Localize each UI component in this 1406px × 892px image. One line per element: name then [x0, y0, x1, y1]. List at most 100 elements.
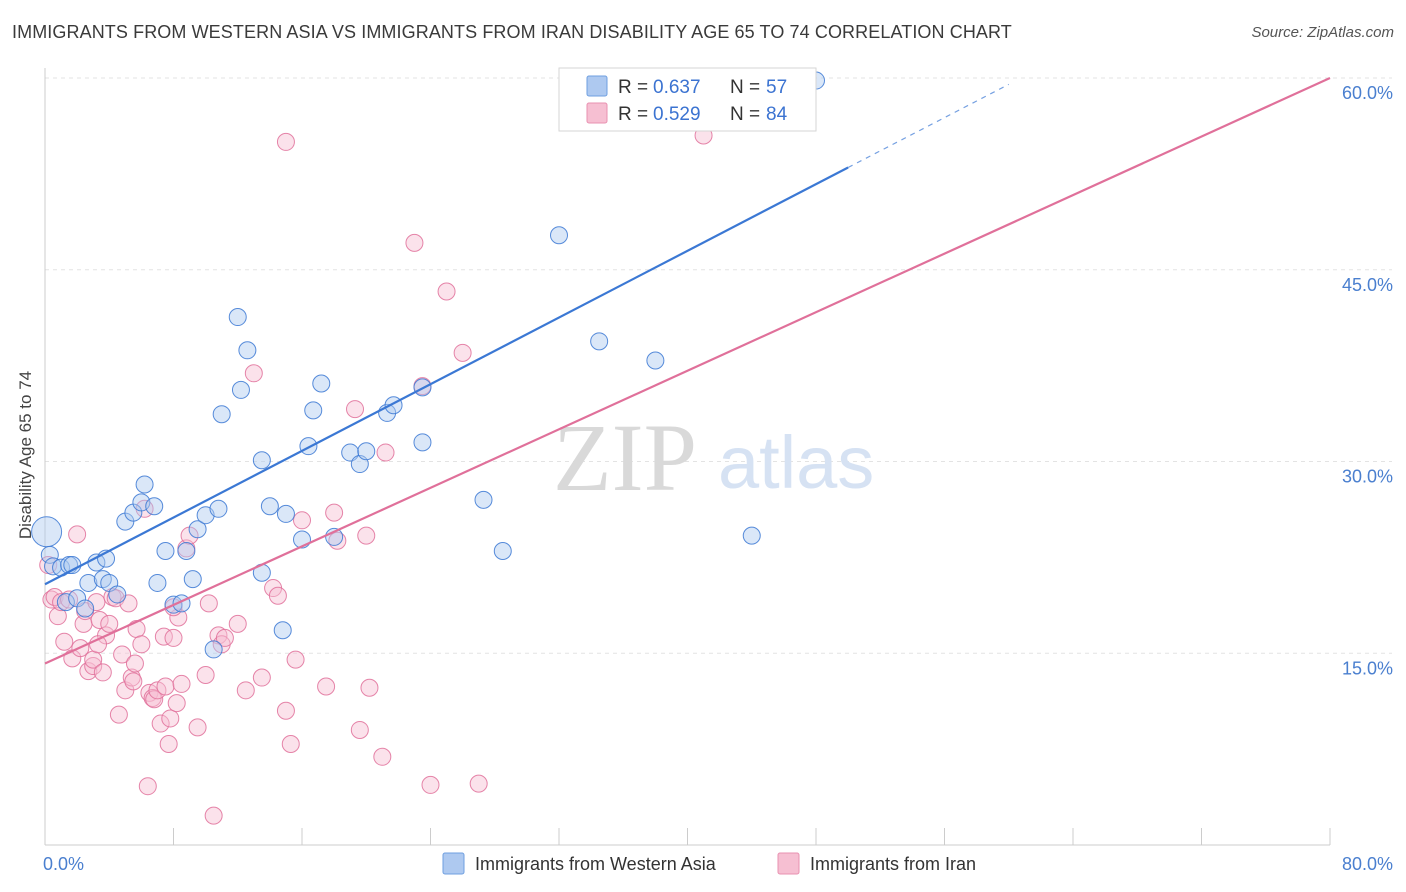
iran-point	[188, 718, 207, 737]
western-asia-point	[183, 570, 202, 589]
iran-point	[325, 503, 344, 522]
western-asia-point	[56, 593, 75, 612]
legend-r-label: R =	[618, 77, 648, 98]
iran-point	[236, 681, 255, 700]
iran-point	[196, 665, 215, 684]
western-asia-point	[252, 451, 271, 470]
x-tick-label: 0.0%	[43, 854, 84, 874]
iran-point	[132, 635, 151, 654]
x-tick-labels: 0.0% 80.0%	[43, 854, 1393, 874]
iran-point	[293, 511, 311, 530]
bottom-legend-swatch-blue	[442, 852, 465, 875]
iran-point	[87, 593, 106, 612]
western-asia-point	[212, 405, 231, 424]
iran-point	[55, 632, 74, 651]
legend-r-value: 0.529	[653, 104, 701, 125]
source-credit: Source: ZipAtlas.com	[1251, 24, 1394, 41]
iran-point	[109, 705, 128, 724]
y-tick-label: 45.0%	[1342, 275, 1393, 295]
western-asia-point	[228, 308, 247, 327]
trend-line-iran	[44, 76, 1331, 665]
iran-point	[172, 674, 191, 693]
y-tick-label: 30.0%	[1342, 467, 1393, 487]
iran-point	[199, 594, 218, 613]
western-asia-point	[108, 585, 127, 604]
iran-point	[357, 526, 376, 545]
watermark-zip: ZIP	[553, 404, 697, 511]
western-asia-point	[742, 526, 761, 545]
iran-point	[93, 663, 112, 682]
legend-n-label: N =	[730, 104, 760, 125]
western-asia-point	[550, 226, 568, 245]
iran-point	[276, 701, 295, 720]
iran-point	[252, 668, 271, 687]
western-asia-point	[341, 443, 360, 462]
western-asia-point	[76, 599, 95, 618]
axes	[44, 68, 1331, 846]
iran-point	[286, 650, 305, 669]
bottom-legend-iran: Immigrants from Iran	[810, 854, 976, 874]
iran-point	[469, 774, 488, 793]
iran-point	[376, 443, 395, 462]
y-tick-labels: 15.0% 30.0% 45.0% 60.0%	[1342, 83, 1393, 678]
iran-point	[125, 654, 144, 673]
iran-point	[204, 806, 223, 825]
iran-point	[276, 132, 295, 151]
iran-point	[113, 645, 132, 664]
iran-point	[164, 628, 183, 647]
iran-point	[317, 677, 336, 696]
iran-point	[100, 614, 119, 633]
iran-point	[127, 619, 146, 638]
legend-r-value: 0.637	[653, 77, 701, 98]
iran-point	[156, 677, 175, 696]
western-asia-point	[209, 499, 228, 518]
iran-point	[138, 777, 157, 796]
bottom-legend-swatch-pink	[777, 852, 800, 875]
iran-point	[228, 614, 247, 633]
bottom-legend-western-asia: Immigrants from Western Asia	[475, 854, 717, 874]
iran-point	[373, 747, 392, 766]
iran-point	[268, 586, 287, 605]
iran-point	[453, 343, 472, 362]
iran-point	[421, 775, 440, 794]
legend-n-value: 57	[766, 77, 787, 98]
iran-point	[159, 735, 178, 754]
western-asia-point	[260, 497, 279, 516]
trend-lines	[44, 76, 1331, 665]
iran-point	[154, 627, 173, 646]
iran-point	[84, 657, 103, 676]
western-asia-point	[276, 504, 295, 523]
correlation-legend: R = 0.637 N = 57 R = 0.529 N = 84	[558, 67, 817, 132]
western-asia-point	[156, 541, 175, 560]
iran-point	[48, 607, 67, 626]
legend-swatch-pink	[586, 102, 608, 124]
gridlines	[45, 77, 1392, 654]
series-western-asia-points	[31, 71, 825, 659]
western-asia-point	[238, 341, 257, 360]
legend-r-label: R =	[618, 104, 648, 125]
western-asia-point	[148, 573, 167, 592]
legend-n-value: 84	[766, 104, 788, 125]
western-asia-point	[646, 351, 665, 370]
iran-point	[346, 400, 365, 419]
western-asia-point	[312, 374, 331, 393]
iran-point	[350, 720, 369, 739]
iran-point	[124, 672, 143, 691]
western-asia-point	[79, 573, 98, 592]
trend-line-western-asia	[44, 166, 849, 586]
legend-n-label: N =	[730, 77, 760, 98]
y-tick-label: 15.0%	[1342, 658, 1393, 678]
y-tick-label: 60.0%	[1342, 83, 1393, 103]
western-asia-point	[357, 442, 376, 461]
western-asia-point	[40, 545, 59, 564]
x-tick-label: 80.0%	[1342, 854, 1393, 874]
western-asia-point	[413, 433, 432, 452]
chart-title: IMMIGRANTS FROM WESTERN ASIA VS IMMIGRAN…	[12, 22, 1012, 42]
western-asia-point	[145, 497, 164, 516]
iran-point	[161, 709, 180, 728]
iran-point	[79, 662, 98, 681]
iran-point	[437, 282, 456, 301]
western-asia-point	[299, 437, 318, 456]
western-asia-point	[188, 520, 207, 539]
iran-point	[90, 611, 109, 630]
